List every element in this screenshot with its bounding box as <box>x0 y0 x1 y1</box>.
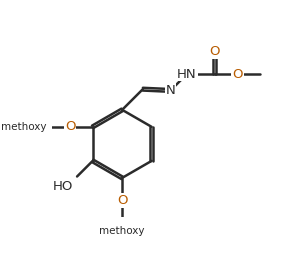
Text: O: O <box>232 68 242 81</box>
Text: O: O <box>210 45 220 58</box>
Text: N: N <box>166 84 175 97</box>
Text: HO: HO <box>53 180 73 193</box>
Text: methoxy: methoxy <box>1 122 47 132</box>
Text: O: O <box>117 194 127 207</box>
Text: HN: HN <box>177 68 197 81</box>
Text: O: O <box>65 120 75 133</box>
Text: methoxy: methoxy <box>99 226 145 236</box>
